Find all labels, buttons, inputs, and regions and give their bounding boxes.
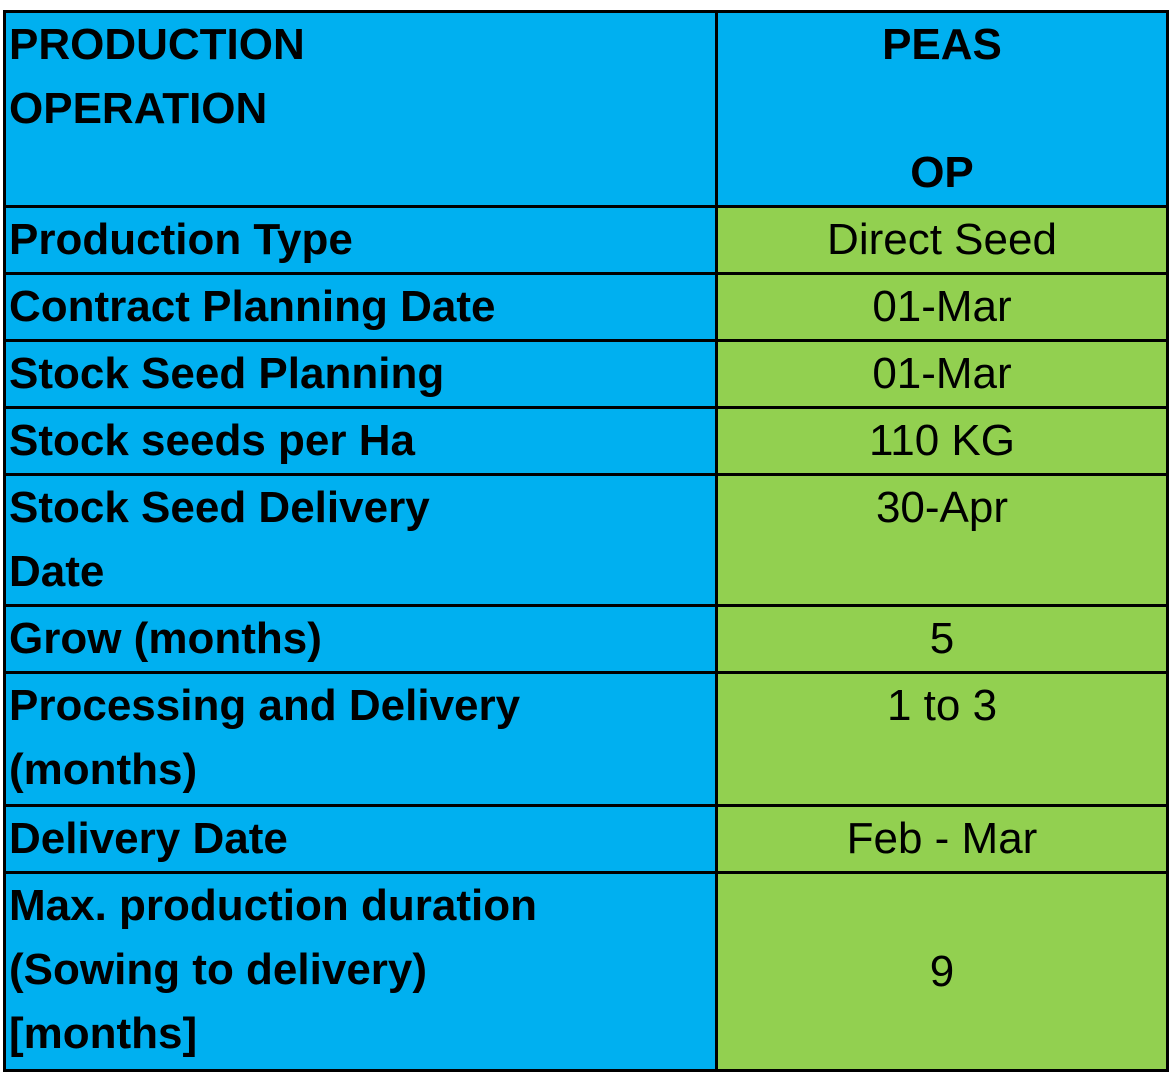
- row-label-text: Max. production duration: [9, 881, 537, 930]
- row-value: 01-Mar: [715, 339, 1169, 409]
- header-row: PRODUCTION OPERATION PEAS OP: [3, 10, 1169, 208]
- table-row: Stock Seed Delivery Date 30-Apr: [3, 473, 1169, 607]
- row-value: Direct Seed: [715, 205, 1169, 275]
- header-label-cell: PRODUCTION OPERATION: [3, 10, 718, 208]
- header-crop: PEAS: [882, 20, 1002, 69]
- row-label: Contract Planning Date: [3, 272, 718, 342]
- row-value: 9: [715, 871, 1169, 1072]
- row-label: Delivery Date: [3, 804, 718, 874]
- row-value: 1 to 3: [715, 671, 1169, 807]
- row-label-text: [months]: [9, 1009, 198, 1058]
- row-label-text: Stock Seed Planning: [9, 349, 445, 398]
- header-label-line: PRODUCTION: [9, 20, 305, 69]
- row-value: 5: [715, 604, 1169, 674]
- table-row: Contract Planning Date 01-Mar: [3, 272, 1169, 342]
- row-label: Stock Seed Delivery Date: [3, 473, 718, 607]
- header-value-cell: PEAS OP: [715, 10, 1169, 208]
- row-label: Production Type: [3, 205, 718, 275]
- row-value: 110 KG: [715, 406, 1169, 476]
- header-label-line: OPERATION: [9, 84, 268, 133]
- row-value: 30-Apr: [715, 473, 1169, 607]
- row-label-text: Contract Planning Date: [9, 282, 496, 331]
- header-type: OP: [910, 148, 974, 197]
- row-label-text: Stock seeds per Ha: [9, 416, 415, 465]
- row-label-text: Stock Seed Delivery: [9, 483, 430, 532]
- row-label: Processing and Delivery (months): [3, 671, 718, 807]
- row-label-text: (Sowing to delivery): [9, 945, 428, 994]
- row-label-text: Processing and Delivery: [9, 681, 521, 730]
- table-row: Delivery Date Feb - Mar: [3, 804, 1169, 874]
- row-value: Feb - Mar: [715, 804, 1169, 874]
- production-table: PRODUCTION OPERATION PEAS OP Production …: [3, 10, 1169, 1072]
- row-label: Stock Seed Planning: [3, 339, 718, 409]
- row-value: 01-Mar: [715, 272, 1169, 342]
- row-label: Max. production duration (Sowing to deli…: [3, 871, 718, 1072]
- table-row: Processing and Delivery (months) 1 to 3: [3, 671, 1169, 807]
- table-row: Production Type Direct Seed: [3, 205, 1169, 275]
- table-row: Max. production duration (Sowing to deli…: [3, 871, 1169, 1072]
- row-label: Stock seeds per Ha: [3, 406, 718, 476]
- table-row: Stock seeds per Ha 110 KG: [3, 406, 1169, 476]
- row-label-text: (months): [9, 745, 198, 794]
- row-label: Grow (months): [3, 604, 718, 674]
- row-label-text: Delivery Date: [9, 814, 288, 863]
- row-label-text: Grow (months): [9, 614, 322, 663]
- table-row: Grow (months) 5: [3, 604, 1169, 674]
- table-row: Stock Seed Planning 01-Mar: [3, 339, 1169, 409]
- row-label-text: Production Type: [9, 215, 353, 264]
- row-label-text: Date: [9, 547, 105, 596]
- header-spacer: [720, 77, 1165, 141]
